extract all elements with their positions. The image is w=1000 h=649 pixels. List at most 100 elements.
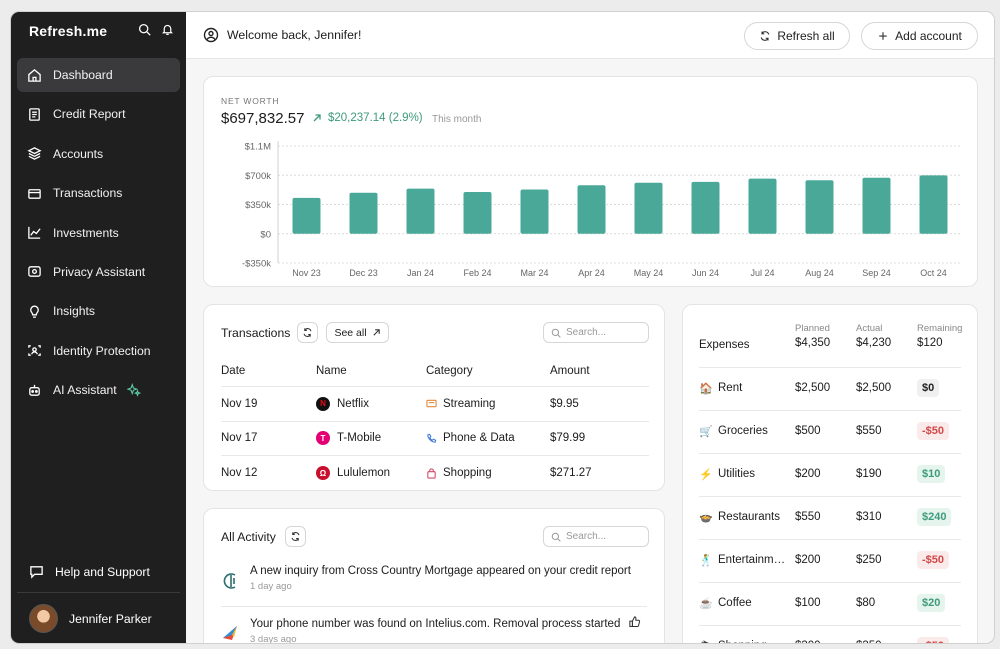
activity-item[interactable]: A new inquiry from Cross Country Mortgag…: [221, 565, 631, 592]
sidebar-item-label: Dashboard: [53, 68, 113, 82]
tv-icon: [426, 399, 437, 408]
sidebar-item-investments[interactable]: Investments: [17, 216, 180, 250]
merchant-name: Netflix: [337, 397, 369, 410]
intelius-logo-icon: [223, 626, 237, 640]
expense-remaining: -$50: [917, 551, 950, 569]
expense-remaining: $10: [917, 465, 946, 483]
report-icon: [29, 108, 40, 121]
layers-icon: [27, 147, 42, 161]
add-account-button[interactable]: Add account: [861, 22, 978, 50]
category-name: Streaming: [443, 397, 496, 410]
x-tick-label: Nov 23: [292, 268, 321, 278]
chart-bar[interactable]: [748, 178, 777, 234]
transactions-search-input[interactable]: Search...: [543, 322, 649, 343]
chart-bar[interactable]: [577, 185, 606, 234]
category-emoji-icon: 🍲: [699, 512, 713, 524]
welcome-message: Welcome back, Jennifer!: [203, 27, 361, 43]
chart-bar[interactable]: [463, 191, 492, 234]
search-icon[interactable]: [138, 23, 151, 36]
chat-icon: [30, 566, 43, 579]
transaction-category: Shopping: [426, 467, 550, 479]
activity-item[interactable]: Your phone number was found on Intelius.…: [221, 616, 641, 643]
expense-row[interactable]: 🛒 Groceries $500 $550 -$50: [699, 410, 961, 453]
expense-planned: $200: [795, 468, 821, 480]
x-tick-label: Jan 24: [407, 268, 434, 278]
x-tick-label: Feb 24: [463, 268, 491, 278]
net-worth-label: NET WORTH: [221, 96, 280, 106]
sidebar-item-credit-report[interactable]: Credit Report: [17, 97, 180, 131]
net-worth-period: This month: [432, 114, 482, 125]
chart-bar[interactable]: [919, 175, 948, 234]
sidebar-item-privacy-assistant[interactable]: Privacy Assistant: [17, 255, 180, 289]
expense-category: Restaurants: [718, 511, 781, 523]
transactions-card: Transactions See all Search... Date Name…: [203, 304, 665, 491]
net-worth-change-value: $20,237.14 (2.9%): [328, 112, 423, 124]
expense-actual: $350: [856, 640, 882, 643]
expense-actual: $550: [856, 425, 882, 437]
transaction-name: Ω Lululemon: [316, 466, 426, 481]
bell-icon[interactable]: [161, 23, 174, 36]
y-tick-label: $350k: [245, 200, 271, 211]
sidebar-item-ai-assistant[interactable]: AI Assistant: [17, 373, 180, 407]
expense-category: Entertainment: [718, 554, 788, 566]
sidebar-item-insights[interactable]: Insights: [17, 294, 180, 328]
see-all-button[interactable]: See all: [326, 322, 389, 343]
table-row[interactable]: Nov 17 T T-Mobile Phone & Data $79.99: [221, 422, 649, 456]
user-circle-icon: [203, 27, 219, 43]
activity-refresh-button[interactable]: [285, 526, 306, 547]
sidebar-item-transactions[interactable]: Transactions: [17, 176, 180, 210]
chart-bar[interactable]: [805, 180, 834, 234]
category-emoji-icon: ☕: [699, 598, 713, 610]
expense-planned: $100: [795, 597, 821, 609]
chart-bar[interactable]: [862, 177, 891, 234]
arrow-up-right-icon: [313, 114, 321, 122]
user-profile[interactable]: Jennifer Parker: [29, 604, 152, 633]
table-row[interactable]: Nov 19 N Netflix Streaming $9.95: [221, 387, 649, 422]
expense-row[interactable]: ☕ Coffee $100 $80 $20: [699, 582, 961, 625]
chart-bar[interactable]: [292, 197, 321, 234]
chart-bar[interactable]: [406, 188, 435, 234]
sidebar-item-accounts[interactable]: Accounts: [17, 137, 180, 171]
sidebar-top-actions: [138, 23, 174, 36]
chart-bar[interactable]: [349, 192, 378, 234]
sidebar-item-label: Privacy Assistant: [53, 264, 146, 279]
sidebar-item-identity-protection[interactable]: Identity Protection: [17, 334, 180, 368]
transaction-category: Streaming: [426, 398, 550, 410]
expense-category: Shopping: [718, 640, 788, 643]
x-tick-label: May 24: [634, 268, 664, 278]
thumbs-up-icon[interactable]: [628, 616, 641, 628]
category-emoji-icon: 🏠: [699, 383, 713, 395]
table-row[interactable]: Nov 12 Ω Lululemon Shopping $271.27: [221, 456, 649, 491]
sidebar-item-label: Credit Report: [53, 107, 126, 122]
sidebar-item-dashboard[interactable]: Dashboard: [17, 58, 180, 92]
transactions-refresh-button[interactable]: [297, 322, 318, 343]
expense-row[interactable]: ⚡ Utilities $200 $190 $10: [699, 453, 961, 496]
expense-category: Coffee: [718, 597, 752, 609]
x-tick-label: Apr 24: [578, 268, 605, 278]
expense-row[interactable]: 🍲 Restaurants $550 $310 $240: [699, 496, 961, 539]
x-tick-label: Jun 24: [692, 268, 719, 278]
shopping-bag-icon: [427, 468, 436, 479]
expense-row[interactable]: 🏠 Rent $2,500 $2,500 $0: [699, 367, 961, 410]
transaction-amount: $271.27: [550, 467, 592, 480]
expense-row[interactable]: 🕺 Entertainment $200 $250 -$50: [699, 539, 961, 582]
net-worth-card: NET WORTH $697,832.57 $20,237.14 (2.9%) …: [203, 76, 978, 287]
activity-search-input[interactable]: Search...: [543, 526, 649, 547]
help-and-support[interactable]: Help and Support: [29, 564, 150, 579]
expense-actual: $80: [856, 597, 876, 609]
expense-row[interactable]: 🛍 Shopping $300 $350 -$50: [699, 625, 961, 643]
chart-bar[interactable]: [691, 181, 720, 234]
refresh-icon: [291, 532, 300, 541]
planned-column: Planned $4,350: [795, 323, 830, 349]
refresh-all-button[interactable]: Refresh all: [744, 22, 850, 50]
sidebar-nav: Dashboard Credit Report Accounts Transac…: [17, 58, 180, 413]
see-all-label: See all: [334, 326, 367, 339]
chart-bar[interactable]: [520, 189, 549, 234]
transaction-name: N Netflix: [316, 396, 426, 411]
chart-bar[interactable]: [634, 182, 663, 234]
category-name: Shopping: [443, 467, 492, 480]
avatar: [29, 604, 58, 633]
sidebar: Refresh.me Dashboard Credit Report Accou…: [11, 12, 186, 643]
remaining-label: Remaining: [917, 323, 963, 334]
help-label: Help and Support: [55, 564, 150, 579]
